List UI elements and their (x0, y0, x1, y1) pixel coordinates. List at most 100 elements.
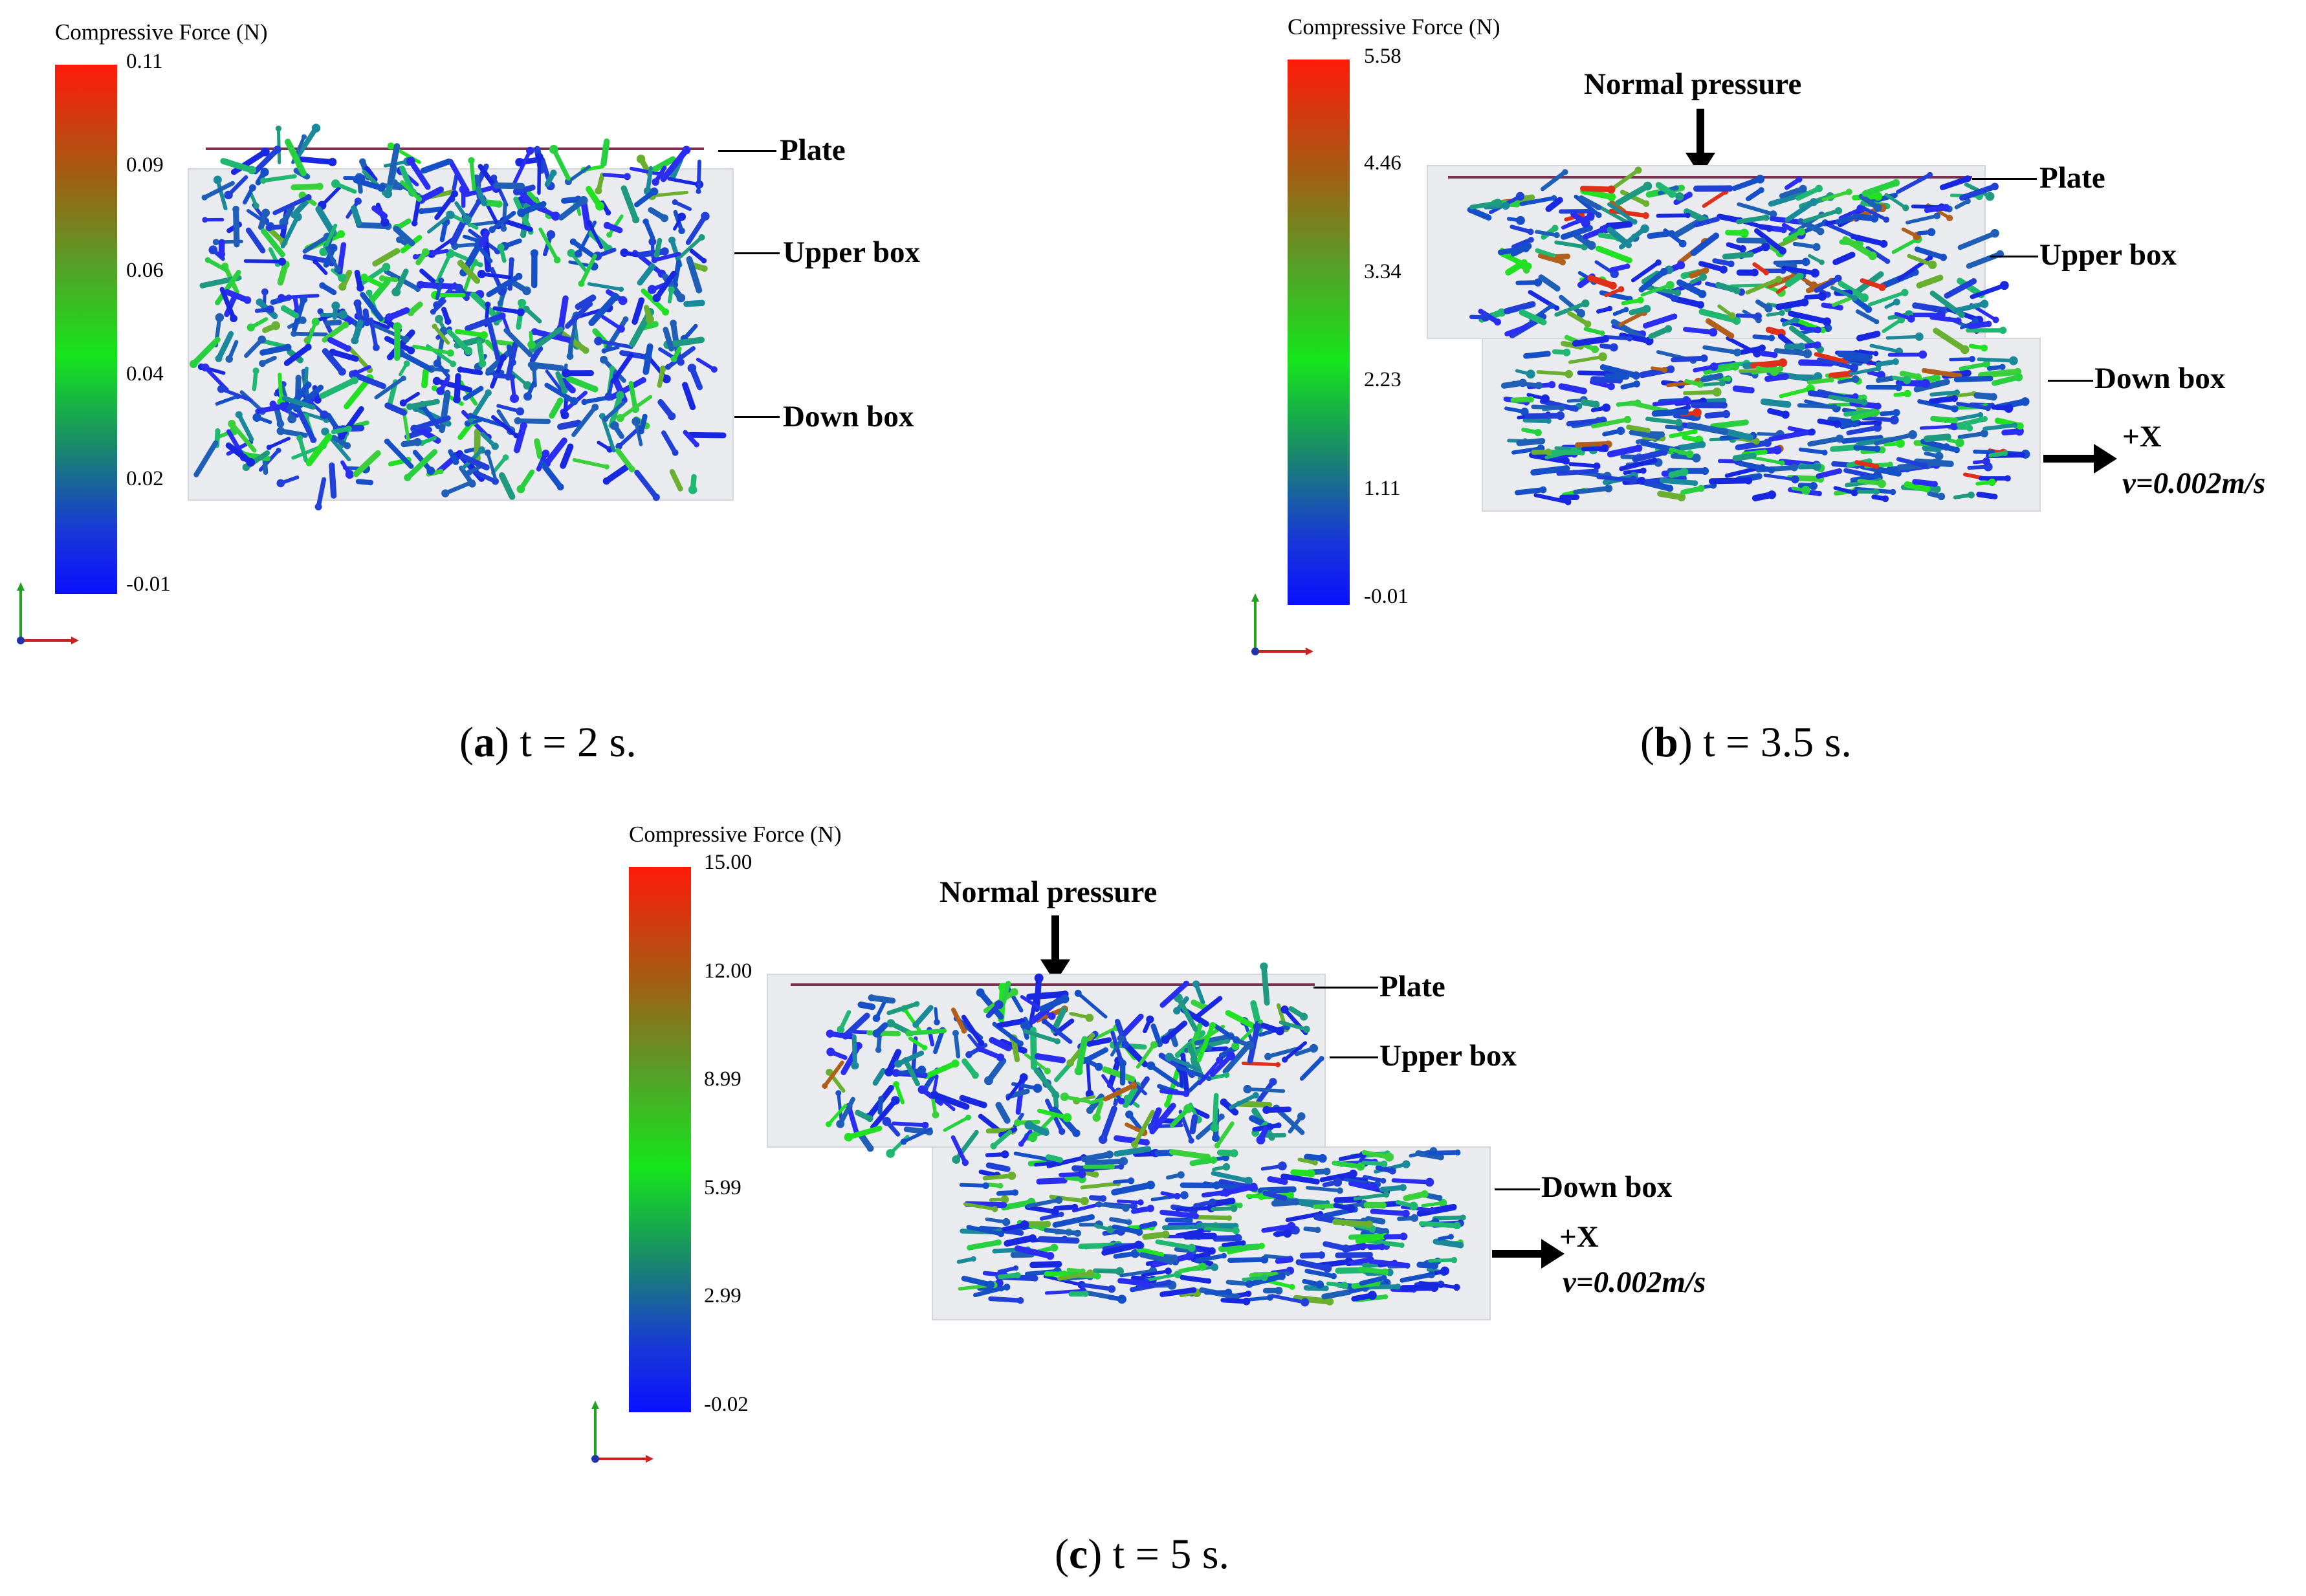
force-chain-head (1799, 184, 1807, 193)
force-chain-head (515, 272, 523, 280)
force-chain-segment (490, 210, 516, 232)
force-chain-head (523, 305, 530, 313)
force-chain-head (1244, 1176, 1253, 1185)
force-chain-segment (435, 278, 443, 301)
force-chain-head (1849, 252, 1855, 257)
force-chain-head (1260, 1274, 1268, 1282)
direction-label: +X (2122, 420, 2162, 454)
force-chain-head (1256, 1135, 1266, 1144)
force-chain-head (1797, 342, 1806, 351)
force-chain-segment (1080, 1181, 1120, 1190)
force-chain-segment (359, 265, 389, 286)
force-chain-head (338, 432, 346, 441)
force-chain-head (1014, 1119, 1022, 1127)
force-chain-segment (344, 375, 373, 410)
force-chain-head (1515, 191, 1525, 201)
force-chain-head (325, 433, 333, 440)
force-chain-head (1874, 319, 1880, 325)
force-chain-segment (1355, 1233, 1389, 1244)
force-chain-segment (1957, 230, 1998, 250)
force-chain-head (1816, 490, 1822, 497)
force-chain-segment (1332, 1219, 1372, 1227)
force-chain-head (243, 296, 252, 304)
force-chain-head (1453, 1284, 1460, 1291)
force-chain-head (591, 386, 598, 393)
force-chain-head (1117, 1097, 1125, 1105)
force-chain-segment (1117, 1199, 1143, 1205)
force-chain-head (567, 248, 576, 257)
force-chain-head (256, 298, 263, 306)
force-chain-head (1539, 438, 1546, 444)
force-chain-segment (1503, 301, 1536, 314)
force-chain-segment (432, 252, 452, 290)
force-chain-head (1130, 1082, 1137, 1089)
force-chain-segment (1127, 1076, 1150, 1106)
force-chain-segment (1561, 213, 1593, 230)
force-chain-head (1082, 1291, 1089, 1297)
force-chain-head (646, 343, 653, 350)
force-chain-segment (1111, 1181, 1154, 1196)
force-chain-head (1593, 468, 1599, 474)
force-chain-segment (457, 259, 481, 284)
force-chain-head (1564, 253, 1571, 259)
force-chain-head (1698, 290, 1707, 298)
force-chain-head (677, 486, 683, 492)
force-chain-head (1584, 320, 1592, 328)
force-chain-head (648, 263, 656, 270)
force-chain-head (1733, 287, 1740, 294)
force-chain-segment (1558, 383, 1588, 395)
force-chain-head (280, 305, 287, 312)
force-chain-head (1281, 1195, 1288, 1201)
force-chain-segment (215, 270, 241, 305)
force-chain-head (1728, 333, 1735, 339)
force-chain-segment (1631, 260, 1661, 283)
colorbar-tick: -0.02 (704, 1393, 749, 1416)
force-chain-segment (1144, 1273, 1180, 1282)
force-chain-head (652, 494, 660, 501)
force-chain-segment (603, 464, 630, 485)
force-chain-head (1882, 495, 1889, 503)
force-chain-head (252, 367, 259, 375)
force-chain-head (2009, 356, 2018, 366)
force-chain-head (1581, 388, 1587, 394)
force-chain-segment (1982, 423, 2017, 431)
force-chain-head (1604, 484, 1613, 493)
force-chain-segment (1595, 245, 1632, 263)
force-chain-head (436, 386, 445, 395)
force-chain-segment (1026, 1197, 1061, 1208)
force-chain-head (875, 1047, 882, 1053)
force-chain-head (232, 205, 240, 213)
force-chain-segment (272, 195, 311, 215)
force-chain-head (1581, 219, 1590, 228)
force-chain-segment (1605, 221, 1632, 229)
force-chain-segment (1514, 487, 1546, 496)
colorbar-tick: -0.01 (126, 573, 171, 596)
force-chain-head (1165, 1053, 1174, 1062)
force-chain-segment (1828, 395, 1867, 405)
force-chain-segment (1218, 1243, 1261, 1252)
force-chain-head (459, 454, 467, 460)
force-chain-head (1627, 335, 1633, 342)
force-chain-head (1379, 1201, 1387, 1209)
force-chain-segment (1841, 435, 1883, 444)
force-chain-segment (1632, 449, 1667, 463)
force-chain-segment (1510, 224, 1533, 234)
colorbar (1288, 60, 1350, 605)
force-chain-head (1105, 1150, 1114, 1159)
force-chain-head (1895, 470, 1902, 477)
force-chain-head (1302, 1025, 1310, 1033)
force-chain-head (604, 392, 613, 401)
force-chain-head (1145, 1146, 1151, 1152)
caption-b: (b) t = 3.5 s. (1640, 719, 1852, 766)
force-chain-segment (1295, 1259, 1331, 1272)
force-chain-segment (462, 261, 476, 294)
force-chain-head (1117, 1295, 1126, 1304)
force-chain-head (224, 190, 233, 200)
force-chain-head (1147, 1205, 1154, 1212)
force-chain-segment (1854, 460, 1879, 469)
force-chain-segment (1095, 1201, 1128, 1210)
force-chain-segment (1671, 355, 1707, 363)
force-chain-segment (653, 270, 677, 301)
force-chain-head (278, 257, 287, 266)
force-chain-segment (1802, 208, 1841, 223)
